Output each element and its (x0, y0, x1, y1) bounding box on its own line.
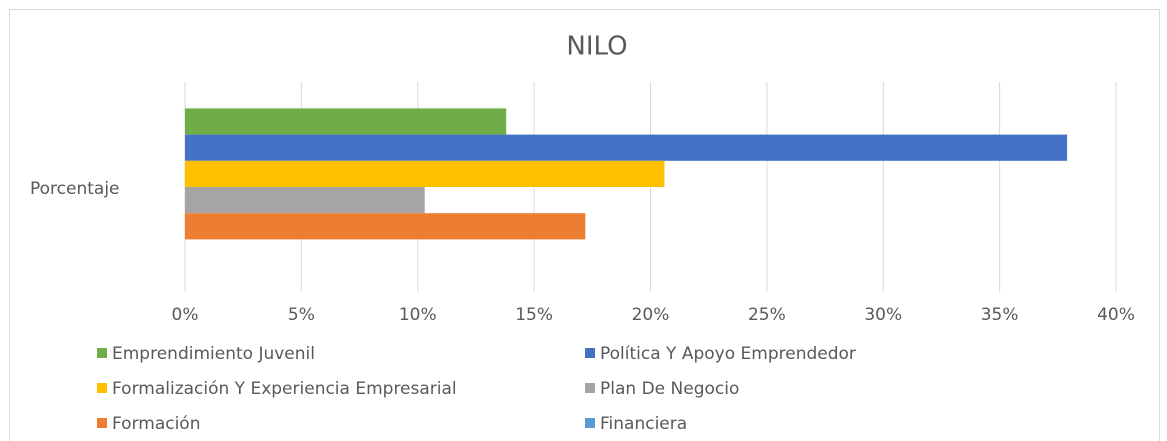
legend-swatch (97, 418, 107, 428)
legend-label: Emprendimiento Juvenil (112, 344, 315, 364)
legend-swatch (585, 348, 595, 358)
x-tick-label: 30% (864, 305, 902, 325)
y-tick-label: Porcentaje (30, 179, 120, 199)
legend-label: Financiera (600, 414, 687, 434)
legend-label: Formación (112, 414, 201, 434)
bar (185, 187, 425, 214)
x-tick-label: 10% (399, 305, 437, 325)
x-tick-label: 20% (632, 305, 670, 325)
x-tick-label: 40% (1097, 305, 1135, 325)
x-tick-label: 15% (515, 305, 553, 325)
chart-title: NILO (566, 32, 627, 62)
legend-swatch (97, 348, 107, 358)
bar (185, 160, 665, 187)
x-tick-label: 5% (288, 305, 315, 325)
legend-swatch (97, 383, 107, 393)
x-tick-label: 35% (981, 305, 1019, 325)
legend-swatch (585, 418, 595, 428)
bar (185, 134, 1068, 161)
x-tick-label: 0% (172, 305, 199, 325)
x-tick-label: 25% (748, 305, 786, 325)
legend-label: Política Y Apoyo Emprendedor (600, 344, 856, 364)
bar (185, 213, 586, 240)
bar (185, 108, 507, 135)
legend-label: Plan De Negocio (600, 379, 739, 399)
legend-swatch (585, 383, 595, 393)
legend-label: Formalización Y Experiencia Empresarial (112, 379, 457, 399)
